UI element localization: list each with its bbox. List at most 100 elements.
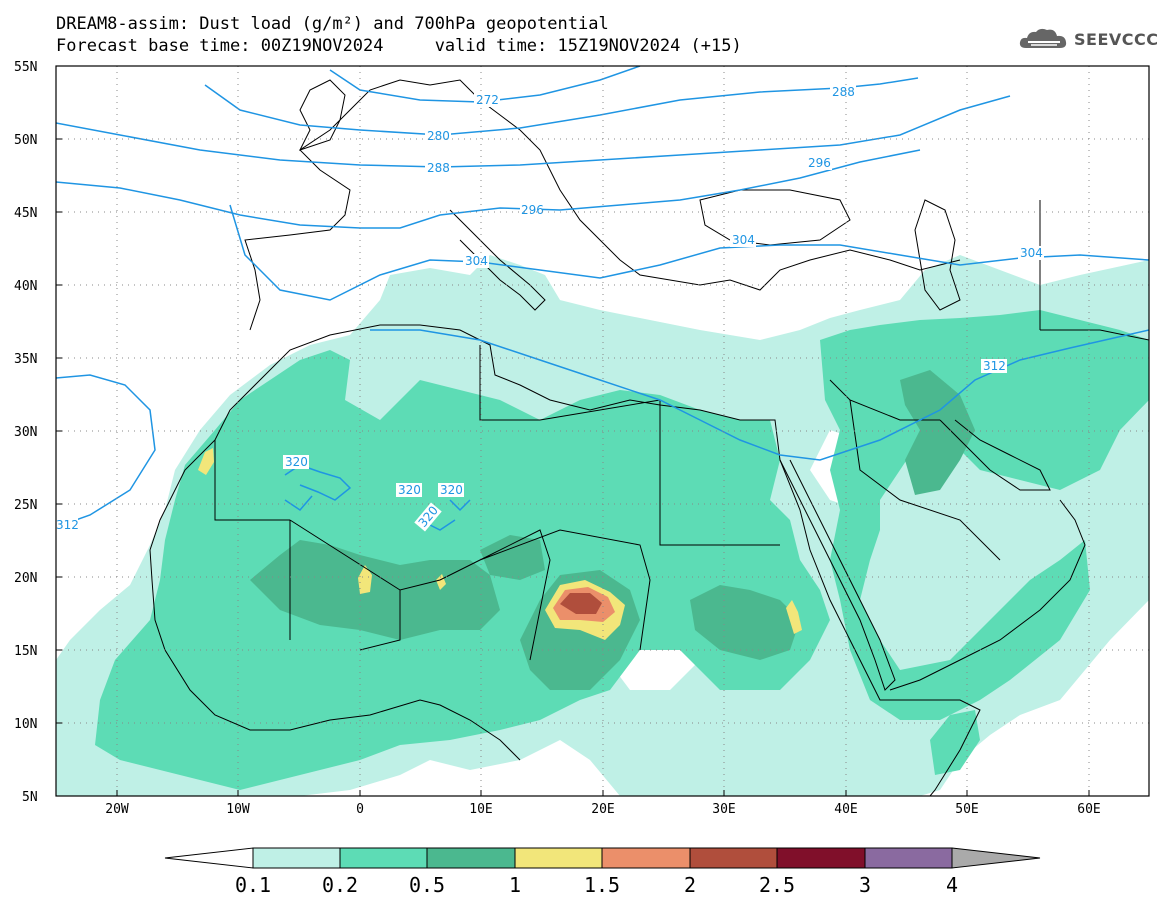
persian-gulf	[939, 419, 1051, 491]
colorbar-ticks: 0.1 0.2 0.5 1 1.5 2 2.5 3 4	[235, 873, 958, 897]
contour-label: 312	[981, 359, 1007, 373]
lat-label: 20N	[14, 571, 37, 586]
colorbar-tick: 3	[859, 873, 871, 897]
lon-label: 10W	[226, 802, 250, 817]
colorbar-tick: 1.5	[584, 873, 620, 897]
coastlines	[149, 79, 1149, 796]
black-sea	[699, 189, 851, 246]
contour-label: 304	[1018, 246, 1044, 260]
dust-layer-0-5-niger	[480, 535, 545, 580]
lat-label: 50N	[14, 133, 37, 148]
colorbar-segment	[864, 847, 953, 869]
seevccc-logo: SEEVCCC	[1018, 26, 1159, 52]
lat-label: 35N	[14, 352, 37, 367]
dust-layer-0-2-arabia	[820, 310, 1149, 720]
contour-304	[229, 204, 1149, 301]
contour-label: 320	[396, 483, 422, 497]
contour-label: 296	[520, 203, 544, 217]
dust-patch-mali	[358, 565, 372, 594]
colorbar-segment	[426, 847, 516, 869]
contour-label: 296	[806, 156, 832, 170]
colorbar-tick: 0.1	[235, 873, 271, 897]
svg-text:304: 304	[1020, 246, 1043, 260]
red-sea	[779, 459, 896, 691]
colorbar-segment	[776, 847, 866, 869]
svg-text:304: 304	[732, 233, 755, 247]
contour-label-group: 272 280 288 288 296 296 304 304 304 312 …	[56, 85, 1044, 532]
graticule	[56, 66, 1149, 796]
europe-coast	[244, 79, 961, 331]
colorbar-tick: 2	[684, 873, 696, 897]
tick-marks	[56, 65, 1090, 796]
lon-label: 20E	[591, 802, 614, 817]
west-africa-coast	[149, 549, 521, 761]
lat-label: 25N	[14, 498, 37, 513]
contour-label: 304	[730, 233, 756, 247]
contour-label: 288	[425, 161, 451, 175]
dust-patch-sudan	[786, 600, 802, 634]
colorbar-tick: 4	[946, 873, 958, 897]
colorbar-segment	[601, 847, 691, 869]
svg-text:312: 312	[983, 359, 1006, 373]
lon-label: 30E	[712, 802, 735, 817]
contour-label: 320	[283, 455, 309, 469]
colorbar-tick: 2.5	[759, 873, 795, 897]
logo-text: SEEVCCC	[1074, 29, 1159, 49]
colorbar-segment	[514, 847, 603, 869]
svg-text:296: 296	[808, 156, 831, 170]
lon-axis-labels: 20W 10W 0 10E 20E 30E 40E 50E 60E	[105, 802, 1100, 817]
lat-label: 10N	[14, 717, 37, 732]
dust-layer-0-5-west	[250, 540, 500, 640]
colorbar-segment	[252, 847, 341, 869]
svg-text:280: 280	[427, 129, 450, 143]
caspian-sea	[914, 199, 961, 311]
contour-label: 288	[830, 85, 856, 99]
dust-field	[56, 255, 1149, 796]
contour-320	[284, 464, 471, 531]
arabia-south-coast	[889, 499, 1086, 691]
lon-label: 0	[356, 802, 364, 817]
contour-280	[204, 77, 919, 136]
italy-coast	[449, 209, 546, 311]
dust-layer-0-5-gulf	[900, 370, 975, 495]
svg-text:304: 304	[465, 254, 488, 268]
uk-coast	[299, 79, 346, 151]
colorbar-segment	[164, 847, 254, 869]
svg-text:272: 272	[476, 93, 499, 107]
lat-label: 55N	[14, 60, 37, 75]
dust-patch-morocco	[198, 448, 214, 475]
lat-label: 45N	[14, 206, 37, 221]
svg-text:288: 288	[427, 161, 450, 175]
colorbar-segment	[951, 847, 1041, 869]
contour-label: 272	[474, 93, 500, 107]
colorbar	[164, 847, 1041, 869]
contour-296	[56, 149, 921, 229]
map-title: DREAM8-assim: Dust load (g/m²) and 700hP…	[56, 14, 609, 34]
lat-label: 30N	[14, 425, 37, 440]
lat-label: 15N	[14, 644, 37, 659]
lon-label: 40E	[834, 802, 857, 817]
lat-label: 40N	[14, 279, 37, 294]
svg-text:288: 288	[832, 85, 855, 99]
cloud-icon	[1019, 28, 1067, 48]
lon-label: 50E	[955, 802, 978, 817]
dust-layer-2-0	[560, 593, 602, 614]
contour-label: 280	[425, 129, 451, 143]
svg-text:320: 320	[285, 455, 308, 469]
middle-east-borders	[829, 200, 1149, 561]
colorbar-tick: 0.5	[409, 873, 445, 897]
contour-label: 320	[438, 483, 464, 497]
map-subtitle-times: Forecast base time: 00Z19NOV2024 valid t…	[56, 36, 742, 56]
lon-label: 20W	[105, 802, 129, 817]
dust-gap-eastern-med	[560, 280, 790, 335]
colorbar-tick: 1	[509, 873, 521, 897]
lat-label: 5N	[22, 790, 38, 805]
contour-label: 312	[56, 518, 79, 532]
svg-text:296: 296	[521, 203, 544, 217]
svg-text:320: 320	[398, 483, 421, 497]
africa-borders	[214, 345, 780, 661]
colorbar-segment	[689, 847, 778, 869]
contour-288-west	[56, 95, 1011, 168]
lon-label: 60E	[1077, 802, 1100, 817]
